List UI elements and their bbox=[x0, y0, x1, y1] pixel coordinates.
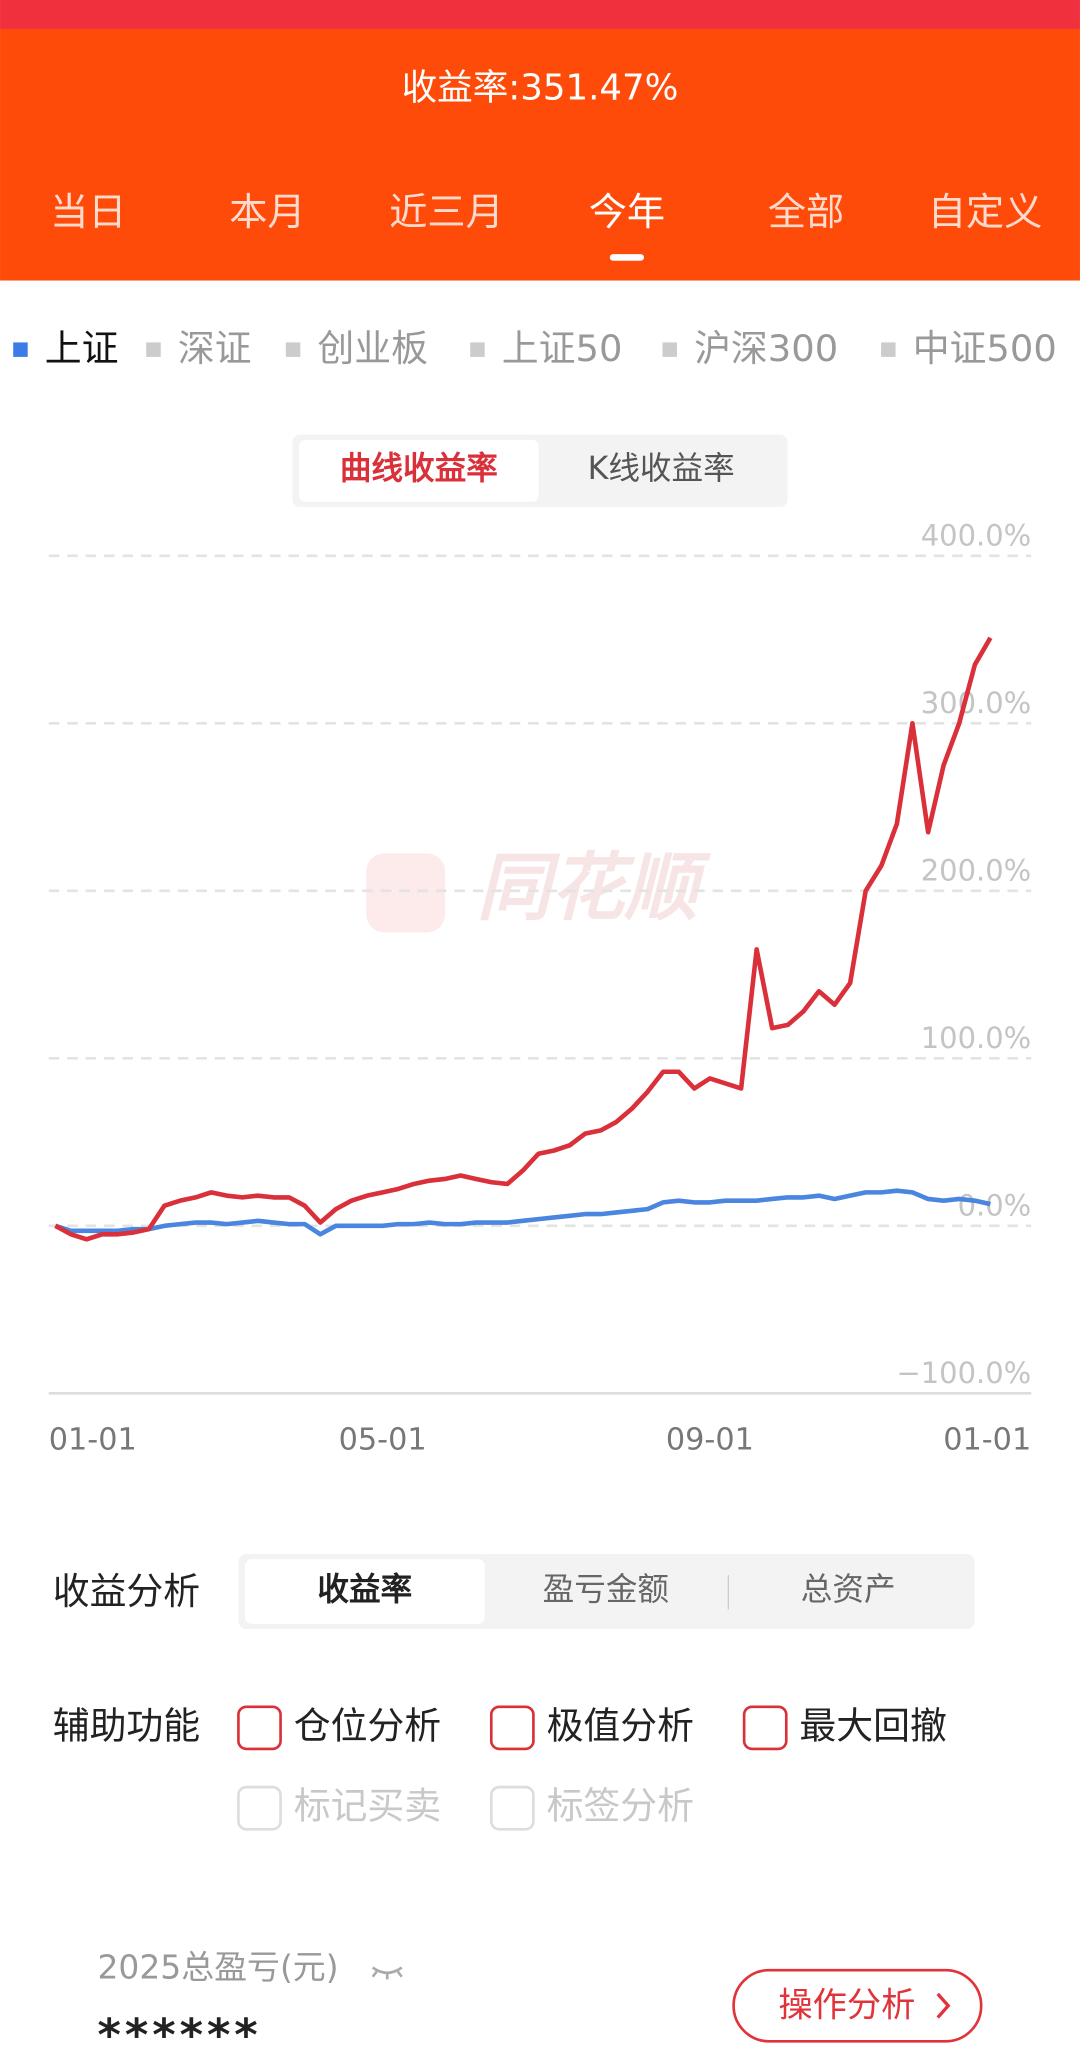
mode-selected bbox=[298, 439, 539, 502]
index-tab[interactable]: 中证500 bbox=[913, 327, 1057, 370]
checkbox[interactable] bbox=[489, 1705, 535, 1751]
checkbox-label[interactable]: 仓位分析 bbox=[294, 1704, 441, 1747]
checkbox-label: 标签分析 bbox=[547, 1785, 694, 1828]
checkbox-label[interactable]: 最大回撤 bbox=[799, 1704, 946, 1747]
index-tab[interactable]: 上证50 bbox=[502, 327, 623, 370]
header-title: 收益率:351.47% bbox=[402, 68, 679, 109]
analysis-tab[interactable]: 收益率 bbox=[317, 1572, 412, 1608]
watermark: 同花顺 bbox=[477, 846, 712, 931]
period-tab[interactable]: 当日 bbox=[50, 191, 126, 235]
checkbox bbox=[237, 1785, 282, 1831]
x-tick-label: 05-01 bbox=[339, 1422, 427, 1457]
analysis-selected bbox=[245, 1559, 485, 1624]
eye-icon[interactable] bbox=[371, 1966, 403, 1980]
checkbox-label[interactable]: 极值分析 bbox=[547, 1704, 694, 1747]
x-tick-label: 01-01 bbox=[943, 1422, 1031, 1457]
x-tick-label: 01-01 bbox=[49, 1422, 137, 1457]
index-tab[interactable]: 沪深300 bbox=[694, 327, 838, 370]
y-tick-label: −100.0% bbox=[896, 1356, 1031, 1390]
checkbox-label: 标记买卖 bbox=[294, 1785, 441, 1828]
series-line bbox=[54, 636, 993, 1242]
x-tick-label: 09-01 bbox=[666, 1422, 754, 1457]
index-marker bbox=[146, 342, 161, 357]
period-tab[interactable]: 今年 bbox=[589, 191, 665, 235]
button-label[interactable]: 操作分析 bbox=[778, 1986, 915, 2026]
checkbox bbox=[489, 1785, 535, 1831]
period-tab[interactable]: 自定义 bbox=[928, 191, 1043, 235]
aux-label: 辅助功能 bbox=[53, 1704, 200, 1747]
status-bar bbox=[0, 0, 1080, 29]
mode-tab[interactable]: 曲线收益率 bbox=[340, 451, 498, 487]
index-marker bbox=[881, 342, 896, 357]
index-tab[interactable]: 深证 bbox=[178, 327, 252, 370]
analysis-tab[interactable]: 总资产 bbox=[801, 1572, 896, 1608]
tab-indicator bbox=[609, 254, 645, 261]
index-marker bbox=[285, 342, 301, 357]
y-tick-label: 100.0% bbox=[921, 1021, 1031, 1055]
analysis-tab[interactable]: 盈亏金额 bbox=[543, 1572, 669, 1608]
index-marker bbox=[470, 342, 485, 357]
chevron[interactable] bbox=[936, 1992, 951, 2019]
period-tab[interactable]: 全部 bbox=[768, 191, 844, 235]
analysis-label: 收益分析 bbox=[53, 1570, 200, 1613]
watermark-logo bbox=[366, 853, 446, 933]
analysis-button[interactable] bbox=[732, 1968, 983, 2043]
header bbox=[0, 28, 1080, 281]
y-tick-label: 300.0% bbox=[921, 686, 1031, 720]
index-tab[interactable]: 上证 bbox=[45, 327, 119, 370]
summary-label: 2025总盈亏(元) bbox=[98, 1947, 339, 1986]
checkbox[interactable] bbox=[742, 1705, 788, 1751]
y-tick-label: 0.0% bbox=[958, 1188, 1032, 1222]
index-marker bbox=[662, 342, 677, 357]
period-tab[interactable]: 近三月 bbox=[389, 191, 504, 235]
checkbox[interactable] bbox=[237, 1705, 282, 1751]
index-marker bbox=[13, 342, 28, 357]
index-tab[interactable]: 创业板 bbox=[317, 327, 428, 370]
y-tick-label: 200.0% bbox=[921, 853, 1031, 887]
period-tab[interactable]: 本月 bbox=[229, 191, 305, 235]
summary-value: ****** bbox=[98, 2009, 262, 2062]
y-tick-label: 400.0% bbox=[921, 518, 1031, 552]
series-line bbox=[54, 1188, 991, 1237]
mode-tab[interactable]: K线收益率 bbox=[588, 451, 735, 487]
